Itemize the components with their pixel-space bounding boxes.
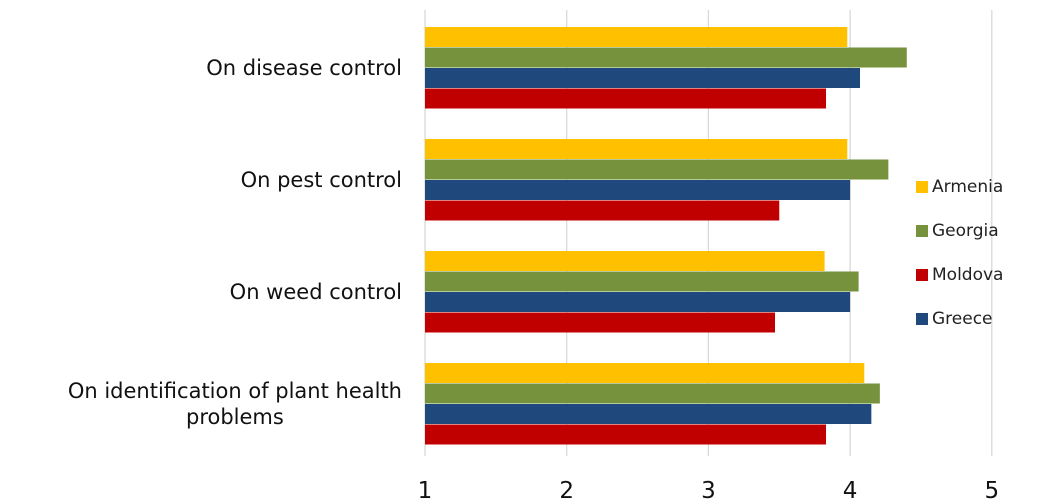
category-label-line: On identification of plant health [67,379,402,403]
bar-greece-3 [425,292,851,312]
legend-label: Georgia [932,221,999,241]
bar-armenia-4 [425,363,865,383]
bar-georgia-1 [425,47,907,68]
legend-item-greece: Greece [916,309,1003,329]
x-tick-label: 4 [842,478,858,504]
x-tick-label: 1 [417,478,433,504]
legend-swatch [916,269,928,281]
bar-georgia-4 [425,383,880,404]
category-label-line: On pest control [240,168,402,192]
legend-item-georgia: Georgia [916,221,1003,241]
legend-swatch [916,181,928,193]
legend-label: Greece [932,309,993,329]
bars [425,27,907,445]
bar-greece-2 [425,180,851,200]
legend: Armenia Georgia Moldova Greece [916,177,1004,354]
bar-greece-1 [425,68,861,88]
legend-label: Armenia [932,177,1004,197]
bar-georgia-2 [425,159,889,180]
bar-moldova-1 [425,88,827,109]
category-label-line: On weed control [229,280,402,304]
legend-swatch [916,313,928,325]
bar-moldova-2 [425,200,780,221]
legend-item-armenia: Armenia [916,177,1004,197]
bar-moldova-3 [425,312,775,333]
x-tick-label: 5 [984,478,1000,504]
legend-item-moldova: Moldova [916,265,1004,285]
legend-label: Moldova [932,265,1004,285]
bar-greece-4 [425,404,872,424]
x-tick-label: 2 [559,478,575,504]
category-label: On identification of plant health problem… [68,378,402,430]
category-label: On disease control [206,55,402,81]
category-label: On pest control [241,167,402,193]
bar-georgia-3 [425,271,859,292]
bar-armenia-1 [425,27,848,47]
bar-armenia-3 [425,251,825,271]
category-label: On weed control [230,279,402,305]
bar-armenia-2 [425,139,848,159]
legend-swatch [916,225,928,237]
category-label-line: problems [185,405,284,429]
x-tick-label: 3 [701,478,716,504]
bar-moldova-4 [425,424,827,445]
category-label-line: On disease control [206,56,402,80]
